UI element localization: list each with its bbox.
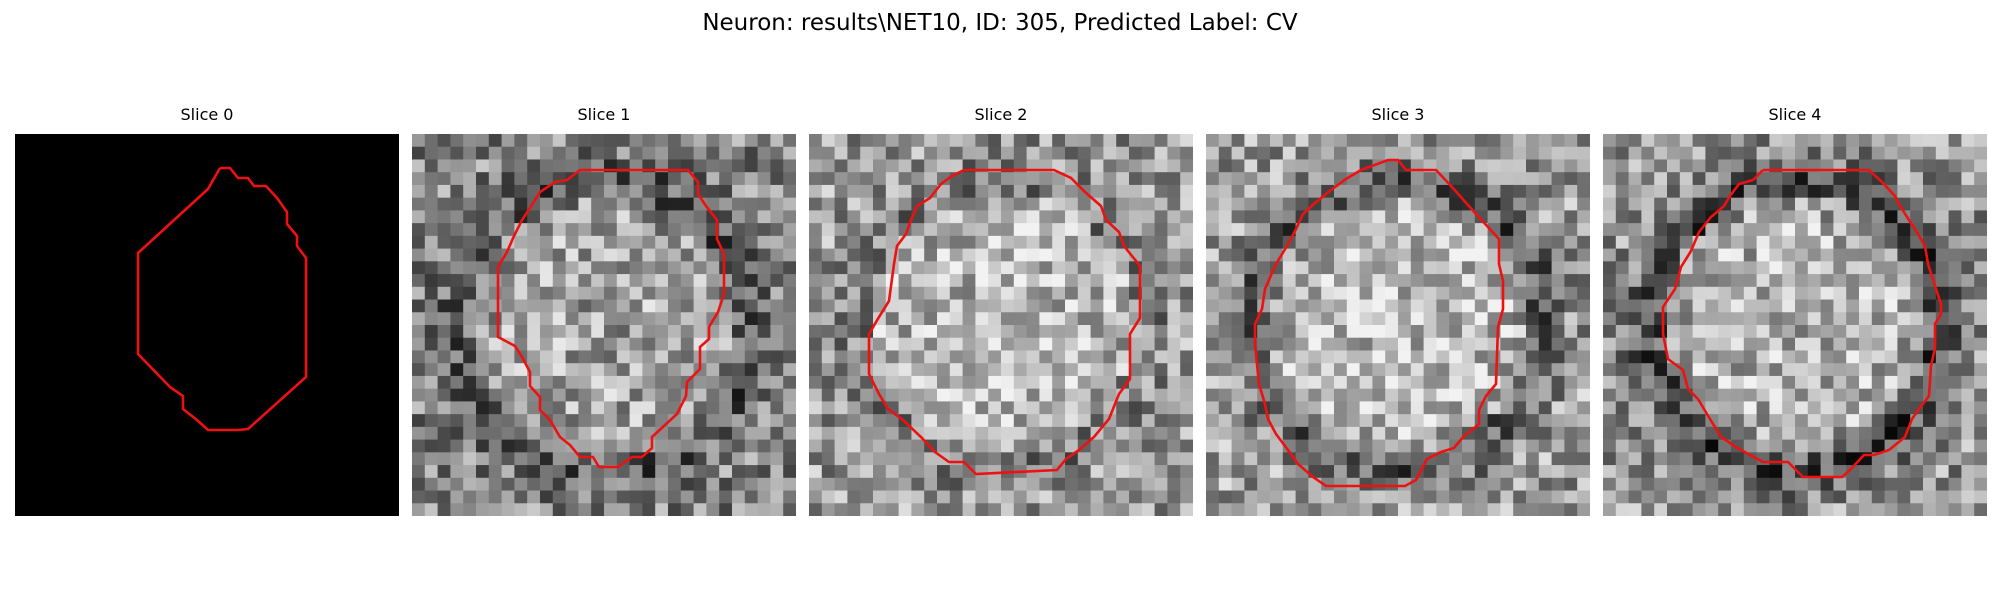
slice-pixels [15, 134, 399, 516]
slice-image [1206, 134, 1590, 516]
slice-pixels [412, 134, 796, 516]
slice-panel-1: Slice 1 [412, 105, 796, 516]
slice-title: Slice 0 [180, 105, 234, 124]
cell-contour [1661, 168, 1943, 479]
slice-title: Slice 2 [974, 105, 1028, 124]
slice-image [412, 134, 796, 516]
slice-panel-0: Slice 0 [15, 105, 399, 516]
slice-pixels [1206, 134, 1590, 516]
figure-title: Neuron: results\NET10, ID: 305, Predicte… [702, 10, 1298, 36]
slice-panel-2: Slice 2 [809, 105, 1193, 516]
slice-panel-3: Slice 3 [1206, 105, 1590, 516]
slice-image [15, 134, 399, 516]
cell-contour [867, 168, 1142, 476]
slice-title: Slice 1 [577, 105, 631, 124]
slice-title: Slice 4 [1768, 105, 1822, 124]
slice-pixels [1603, 134, 1987, 516]
slice-title: Slice 3 [1371, 105, 1425, 124]
slice-panel-4: Slice 4 [1603, 105, 1987, 516]
slice-pixels [809, 134, 1193, 516]
cell-contour [496, 168, 726, 469]
cell-contour [136, 166, 308, 432]
slice-image [1603, 134, 1987, 516]
slice-image [809, 134, 1193, 516]
cell-contour [1253, 158, 1505, 488]
